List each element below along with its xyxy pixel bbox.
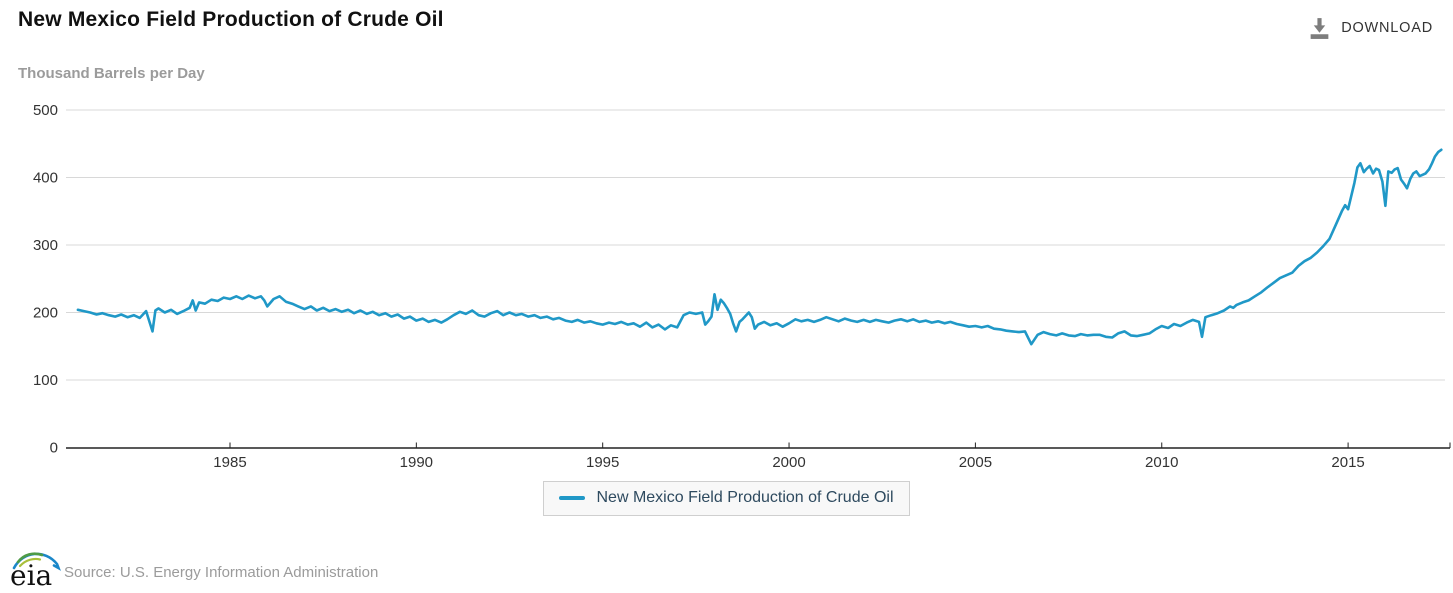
x-tick-label: 2005 (959, 454, 992, 471)
legend-line-swatch (559, 496, 586, 500)
legend: New Mexico Field Production of Crude Oil (0, 481, 1453, 516)
y-axis-units-label: Thousand Barrels per Day (18, 65, 205, 82)
x-tick-label: 1995 (586, 454, 619, 471)
legend-item[interactable]: New Mexico Field Production of Crude Oil (543, 481, 910, 516)
download-label: DOWNLOAD (1341, 20, 1433, 36)
y-tick-label: 200 (33, 305, 58, 322)
x-tick-label: 2015 (1331, 454, 1364, 471)
svg-text:eia: eia (10, 559, 52, 589)
x-tick-label: 2000 (772, 454, 805, 471)
y-tick-label: 0 (50, 440, 58, 457)
legend-label: New Mexico Field Production of Crude Oil (596, 489, 894, 506)
eia-logo[interactable]: eia (7, 545, 63, 589)
download-icon (1310, 18, 1329, 39)
series-line[interactable] (76, 148, 1443, 346)
chart-title: New Mexico Field Production of Crude Oil (18, 8, 444, 31)
x-tick-label: 1990 (400, 454, 433, 471)
x-tick-label: 1985 (213, 454, 246, 471)
x-tick-label: 2010 (1145, 454, 1178, 471)
download-button[interactable]: DOWNLOAD (1303, 13, 1437, 43)
y-tick-label: 500 (33, 102, 58, 119)
y-tick-label: 300 (33, 237, 58, 254)
y-tick-label: 100 (33, 372, 58, 389)
y-tick-label: 400 (33, 170, 58, 187)
source-text: Source: U.S. Energy Information Administ… (64, 564, 379, 581)
